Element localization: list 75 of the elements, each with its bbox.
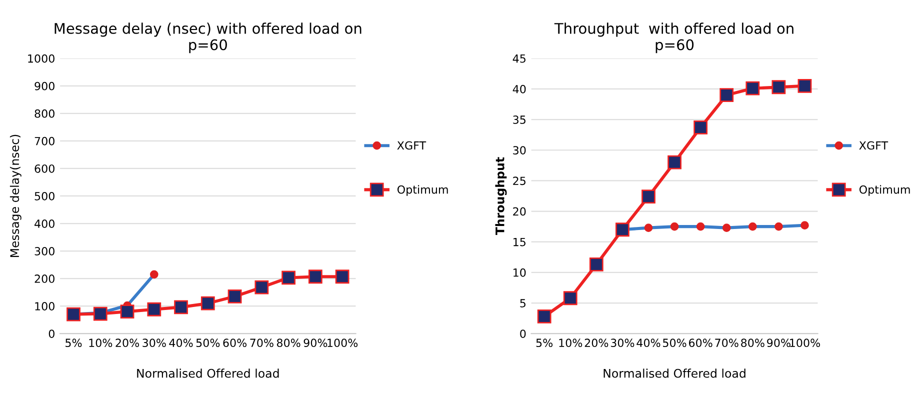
point bbox=[282, 270, 296, 285]
point bbox=[228, 290, 242, 304]
y-axis-title: Throughput bbox=[495, 157, 507, 236]
x-tick-label: 80% bbox=[276, 338, 300, 348]
y-tick-label: 0 bbox=[48, 330, 54, 338]
legend-label: XGFT bbox=[859, 141, 888, 150]
point bbox=[537, 310, 552, 324]
point bbox=[93, 306, 108, 321]
y-tick-label: 45 bbox=[512, 54, 526, 63]
legend-label: Optimum bbox=[397, 185, 448, 196]
legend-label: XGFT bbox=[397, 141, 426, 150]
x-tick-label: 60% bbox=[688, 338, 712, 348]
point bbox=[798, 78, 812, 93]
y-tick-label: 900 bbox=[34, 82, 54, 90]
x-tick-label: 100% bbox=[328, 338, 358, 348]
x-tick-label: 90% bbox=[304, 338, 328, 348]
point bbox=[668, 155, 682, 170]
point bbox=[174, 300, 188, 314]
x-tick-label: 60% bbox=[223, 338, 247, 348]
point bbox=[335, 270, 350, 284]
x-tick-label: 100% bbox=[790, 338, 820, 348]
y-tick-label: 200 bbox=[34, 274, 54, 283]
y-tick-label: 100 bbox=[35, 302, 54, 310]
x-tick-label: 70% bbox=[250, 338, 274, 348]
x-tick-label: 30% bbox=[142, 338, 166, 348]
x-axis-title: Normalised Offered load bbox=[604, 368, 746, 378]
x-axis-title: Normalised Offered load bbox=[137, 368, 279, 378]
point bbox=[254, 280, 269, 294]
point bbox=[589, 258, 604, 272]
y-tick-label: 600 bbox=[34, 164, 54, 173]
point bbox=[746, 81, 760, 96]
y-tick-label: 1000 bbox=[28, 54, 54, 63]
x-tick-label: 20% bbox=[116, 338, 139, 348]
x-tick-label: 50% bbox=[196, 338, 220, 348]
x-tick-label: 5% bbox=[536, 338, 553, 348]
y-axis-title: Message delay(nsec) bbox=[10, 134, 22, 258]
point bbox=[615, 222, 630, 237]
y-tick-label: 0 bbox=[520, 330, 526, 338]
y-tick-label: 35 bbox=[513, 116, 526, 124]
legend-label: Optimum bbox=[859, 185, 910, 196]
point bbox=[308, 270, 322, 284]
x-tick-label: 10% bbox=[559, 338, 582, 348]
y-tick-label: 800 bbox=[34, 109, 54, 118]
x-tick-label: 40% bbox=[169, 338, 193, 348]
x-tick-label: 40% bbox=[636, 338, 660, 348]
point bbox=[66, 307, 80, 322]
y-tick-label: 300 bbox=[34, 247, 54, 256]
chart-title: Throughput with offered load on p=60 bbox=[554, 22, 794, 54]
y-tick-label: 15 bbox=[514, 238, 526, 246]
point bbox=[147, 302, 162, 316]
x-tick-label: 70% bbox=[715, 338, 738, 348]
y-tick-label: 25 bbox=[513, 176, 526, 186]
point bbox=[772, 80, 786, 94]
chart-title: Message delay (nsec) with offered load on p=60 bbox=[54, 22, 362, 54]
point bbox=[200, 296, 215, 310]
y-tick-label: 500 bbox=[34, 192, 54, 200]
y-tick-label: 20 bbox=[513, 207, 526, 216]
point bbox=[694, 120, 708, 134]
x-tick-label: 80% bbox=[741, 338, 764, 348]
x-tick-label: 10% bbox=[89, 338, 112, 348]
x-tick-label: 5% bbox=[66, 338, 82, 348]
x-tick-label: 90% bbox=[767, 338, 790, 348]
y-tick-label: 400 bbox=[34, 219, 54, 228]
point bbox=[120, 304, 134, 319]
point bbox=[563, 291, 578, 306]
y-tick-label: 10 bbox=[514, 268, 526, 277]
x-tick-label: 50% bbox=[663, 338, 686, 348]
y-tick-label: 30 bbox=[513, 146, 526, 154]
y-tick-label: 700 bbox=[34, 136, 54, 146]
y-tick-label: 5 bbox=[520, 299, 526, 308]
x-tick-label: 20% bbox=[584, 338, 608, 348]
x-tick-label: 30% bbox=[610, 338, 634, 348]
y-tick-label: 40 bbox=[512, 84, 526, 94]
point bbox=[642, 190, 656, 204]
point bbox=[720, 88, 734, 102]
